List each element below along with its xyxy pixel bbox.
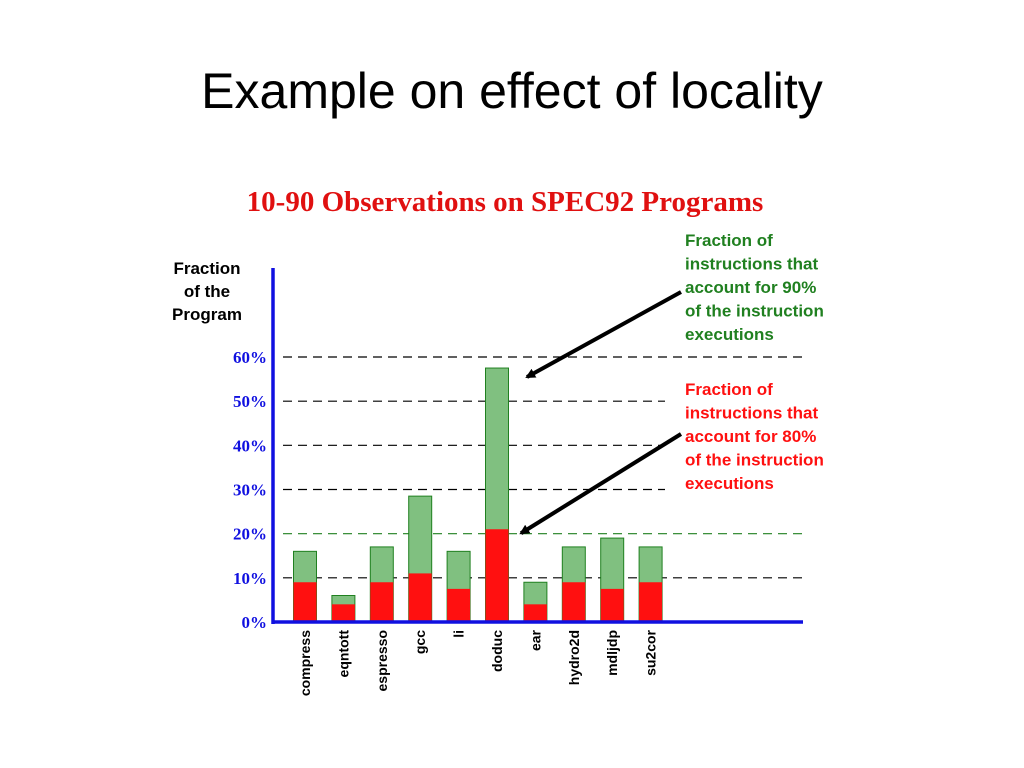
- x-tick-label-eqntott: eqntott: [335, 630, 351, 678]
- note-90-line-4: of the instruction: [685, 302, 824, 321]
- x-tick-label-espresso: espresso: [374, 630, 390, 691]
- bar-80-mdljdp: [600, 588, 624, 622]
- gridlines: [283, 356, 803, 579]
- x-tick-label-hydro2d: hydro2d: [566, 630, 582, 685]
- axes: [271, 268, 803, 624]
- y-tick-label: 30%: [233, 481, 267, 500]
- bars: [293, 367, 663, 623]
- bar-80-gcc: [408, 573, 432, 622]
- note-90-line-1: Fraction of: [685, 231, 773, 250]
- note-80-line-5: executions: [685, 474, 774, 493]
- y-tick-label: 20%: [233, 525, 267, 544]
- bar-80-doduc: [485, 529, 509, 622]
- note-90-line-3: account for 90%: [685, 278, 816, 297]
- bar-80-eqntott: [331, 604, 355, 622]
- x-tick-label-ear: ear: [527, 629, 543, 651]
- bar-80-espresso: [370, 582, 394, 622]
- y-axis-label-line-3: Program: [172, 305, 242, 324]
- y-tick-label: 60%: [233, 348, 267, 367]
- chart-title: 10-90 Observations on SPEC92 Programs: [247, 186, 764, 218]
- y-tick-labels: 0% 10% 20% 30% 40% 50% 60%: [233, 348, 267, 632]
- arrow-90: [525, 290, 682, 379]
- bar-80-li: [447, 588, 471, 622]
- x-tick-label-li: li: [451, 630, 467, 638]
- x-tick-label-mdljdp: mdljdp: [604, 630, 620, 676]
- note-80-line-3: account for 80%: [685, 427, 816, 446]
- annotations: Fraction of instructions that account for …: [519, 231, 824, 535]
- x-tick-labels: compress eqntott espresso gcc li doduc ear hydr…: [297, 629, 659, 696]
- arrow-80: [519, 432, 683, 535]
- x-tick-label-compress: compress: [297, 630, 313, 696]
- x-tick-label-doduc: doduc: [489, 630, 505, 672]
- note-90-line-5: executions: [685, 325, 774, 344]
- bar-80-su2cor: [639, 582, 663, 622]
- y-axis-label-line-1: Fraction: [173, 259, 240, 278]
- bar-80-ear: [523, 604, 547, 622]
- y-tick-label: 10%: [233, 569, 267, 588]
- note-80-line-2: instructions that: [685, 404, 819, 423]
- y-axis-label-line-2: of the: [184, 282, 230, 301]
- note-90-line-2: instructions that: [685, 255, 819, 274]
- y-tick-label: 50%: [233, 392, 267, 411]
- slide-title: Example on effect of locality: [201, 63, 823, 119]
- note-80-line-1: Fraction of: [685, 380, 773, 399]
- x-tick-label-gcc: gcc: [412, 630, 428, 654]
- y-tick-label: 40%: [233, 436, 267, 455]
- x-tick-label-su2cor: su2cor: [643, 629, 659, 675]
- bar-80-compress: [293, 582, 317, 622]
- y-tick-label: 0%: [242, 613, 268, 632]
- bar-80-hydro2d: [562, 582, 586, 622]
- note-80-line-4: of the instruction: [685, 451, 824, 470]
